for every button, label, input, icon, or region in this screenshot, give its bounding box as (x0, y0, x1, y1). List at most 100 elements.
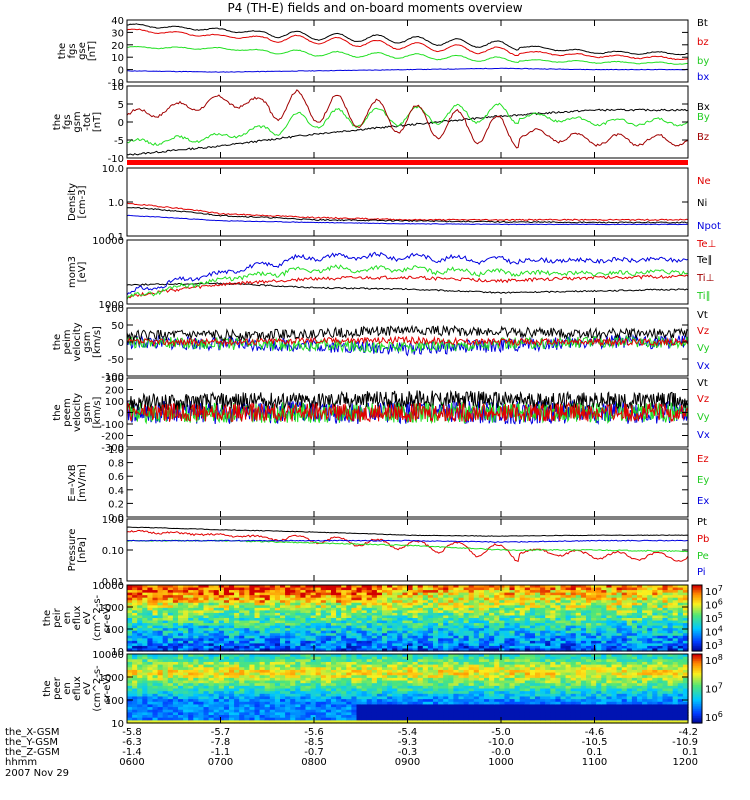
heatmap-cell (132, 635, 138, 639)
heatmap-cell (208, 618, 215, 622)
heatmap-cell (315, 675, 322, 679)
heatmap-cell (382, 683, 388, 687)
heatmap-cell (448, 643, 454, 647)
heatmap-cell (239, 615, 245, 619)
heatmap-cell (382, 602, 388, 606)
heatmap-cell (213, 701, 220, 706)
heatmap-cell (453, 607, 460, 611)
heatmap-cell (427, 699, 434, 703)
heatmap-cell (336, 623, 342, 627)
heatmap-cell (188, 675, 194, 679)
heatmap-cell (484, 605, 490, 609)
heatmap-cell (295, 620, 301, 624)
heatmap-cell (280, 664, 286, 668)
heatmap-cell (172, 640, 179, 644)
heatmap-cell (218, 664, 225, 668)
heatmap-cell (392, 656, 398, 660)
heatmap-cell (290, 707, 296, 711)
heatmap-cell (280, 654, 286, 658)
heatmap-cell (616, 590, 623, 594)
heatmap-cell (366, 600, 373, 604)
heatmap-cell (545, 648, 551, 652)
heatmap-cell (213, 587, 220, 591)
heatmap-cell (320, 717, 327, 721)
heatmap-cell (178, 630, 184, 634)
heatmap-cell (244, 675, 250, 679)
heatmap-cell (142, 635, 148, 639)
heatmap-cell (320, 618, 327, 622)
heatmap-cell (259, 688, 266, 692)
heatmap-cell (580, 600, 587, 604)
heatmap-cell (147, 643, 154, 647)
heatmap-cell (682, 618, 689, 622)
heatmap-cell (662, 625, 669, 629)
colorbar-tick-label: 105 (705, 611, 723, 625)
heatmap-cell (478, 587, 485, 591)
heatmap-cell (555, 602, 562, 606)
heatmap-cell (259, 701, 266, 706)
heatmap-cell (682, 633, 689, 637)
heatmap-cell (478, 615, 485, 619)
heatmap-cell (157, 648, 164, 652)
heatmap-cell (218, 645, 225, 650)
heatmap-cell (616, 625, 623, 629)
heatmap-cell (427, 628, 434, 632)
heatmap-cell (280, 602, 286, 606)
heatmap-cell (652, 623, 658, 627)
heatmap-cell (586, 640, 592, 644)
heatmap-cell (438, 625, 444, 629)
heatmap-cell (565, 610, 572, 614)
heatmap-cell (580, 597, 587, 601)
heatmap-cell (193, 597, 199, 601)
heatmap-cell (458, 701, 465, 706)
heatmap-cell (489, 633, 495, 637)
heatmap-cell (249, 699, 256, 703)
heatmap-cell (402, 638, 409, 642)
heatmap-cell (259, 643, 266, 647)
heatmap-cell (320, 688, 327, 692)
heatmap-cell (331, 688, 337, 692)
heatmap-cell (198, 675, 205, 679)
heatmap-cell (234, 715, 240, 719)
heatmap-cell (305, 701, 312, 706)
heatmap-cell (642, 620, 648, 624)
heatmap-cell (320, 667, 327, 671)
heatmap-cell (499, 585, 505, 589)
heatmap-cell (550, 602, 556, 606)
heatmap-cell (213, 707, 220, 711)
heatmap-cell (172, 633, 179, 637)
heatmap-cell (376, 683, 383, 687)
heatmap-cell (239, 602, 245, 606)
heatmap-cell (596, 595, 602, 599)
heatmap-cell (652, 620, 658, 624)
heatmap-cell (336, 618, 342, 622)
heatmap-cell (162, 595, 169, 599)
heatmap-cell (137, 683, 143, 687)
heatmap-cell (387, 712, 393, 716)
heatmap-cell (387, 600, 393, 604)
heatmap-cell (529, 645, 536, 650)
heatmap-cell (285, 659, 291, 663)
heatmap-cell (351, 720, 358, 724)
heatmap-cell (560, 595, 567, 599)
heatmap-cell (249, 720, 256, 724)
heatmap-cell (152, 661, 159, 666)
heatmap-cell (157, 712, 164, 716)
heatmap-cell (356, 672, 363, 676)
heatmap-cell (152, 630, 159, 634)
heatmap-cell (127, 625, 133, 629)
heatmap-cell (376, 590, 383, 594)
heatmap-cell (320, 592, 327, 596)
heatmap-cell (305, 696, 312, 700)
heatmap-cell (453, 648, 460, 652)
heatmap-cell (606, 602, 613, 606)
heatmap-cell (305, 672, 312, 676)
heatmap-cell (152, 693, 159, 698)
heatmap-cell (249, 707, 256, 711)
heatmap-cell (336, 587, 342, 591)
heatmap-cell (519, 615, 526, 619)
heatmap-cell (677, 620, 684, 624)
heatmap-cell (356, 612, 363, 617)
heatmap-cell (198, 704, 205, 708)
heatmap-cell (417, 590, 424, 594)
